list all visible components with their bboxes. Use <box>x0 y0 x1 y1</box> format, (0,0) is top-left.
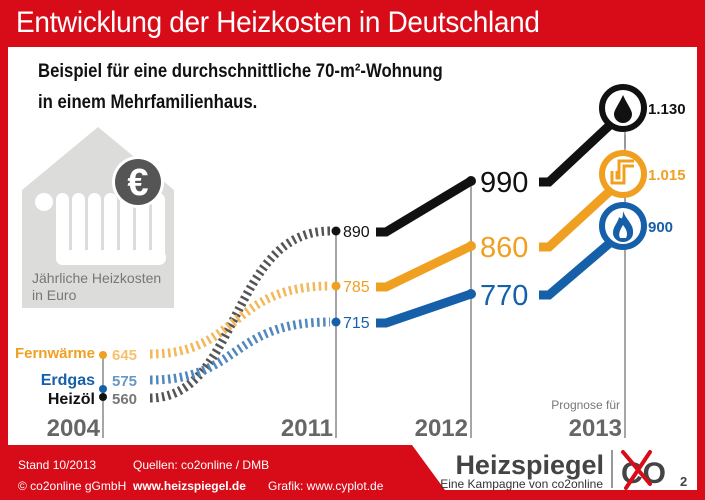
value-label-erdgas-2004: 575 <box>112 373 137 390</box>
subtitle-line-1: Beispiel für eine durchschnittliche 70-m… <box>38 61 443 82</box>
dashed-line-heizoel <box>149 226 331 403</box>
solid-line-heizoel-2012-2013 <box>539 120 615 187</box>
radiator-fin <box>88 193 101 265</box>
solid-line-fernwaerme-2011-2012 <box>376 241 473 292</box>
footer-sources: Quellen: co2online / DMB <box>133 458 270 472</box>
value-label-fernwaerme-2012: 860 <box>480 232 528 264</box>
house-radiator-icon: € Jährliche Heizkosten in Euro <box>22 127 174 308</box>
radiator-knob <box>35 193 53 211</box>
value-label-heizoel-2004: 560 <box>112 391 137 408</box>
year-label-2012: 2012 <box>415 415 468 442</box>
dot-heizoel-2012 <box>466 176 476 186</box>
dot-fernwaerme-2004 <box>99 351 107 359</box>
footer-graphic-credit: Grafik: www.cyplot.de <box>268 479 384 493</box>
value-label-erdgas-2011: 715 <box>343 315 370 332</box>
legend-fernwaerme: Fernwärme <box>15 345 95 362</box>
house-caption-line-2: in Euro <box>32 287 77 303</box>
page-title: Entwicklung der Heizkosten in Deutschlan… <box>16 6 540 39</box>
euro-symbol: € <box>127 162 148 204</box>
value-label-erdgas-2012: 770 <box>480 280 528 312</box>
value-label-heizoel-2013: 1.130 <box>648 101 686 118</box>
dot-heizoel-2011 <box>331 226 341 236</box>
dot-erdgas-2011 <box>331 317 341 327</box>
year-label-2011: 2011 <box>281 415 333 442</box>
logo-heizspiegel: Heizspiegel <box>455 450 604 480</box>
solid-line-erdgas-2011-2012 <box>376 289 473 328</box>
value-label-heizoel-2011: 890 <box>343 224 370 241</box>
legend-heizoel: Heizöl <box>48 391 95 408</box>
radiator-icon <box>35 193 166 265</box>
dashed-line-fernwaerme <box>149 281 331 359</box>
radiator-fin <box>120 193 133 265</box>
pipe-shape <box>610 159 634 185</box>
subtitle-line-2: in einem Mehrfamilienhaus. <box>38 92 258 113</box>
radiator-fin <box>72 193 85 265</box>
co2-cross-icon <box>621 450 652 490</box>
co2-subscript: 2 <box>680 474 687 489</box>
forecast-note: Prognose für <box>551 398 620 412</box>
district-heating-pipe-icon <box>599 150 647 198</box>
radiator-fin <box>136 193 149 265</box>
dot-erdgas-2004 <box>99 385 107 393</box>
logo-tagline: Eine Kampagne von co2online <box>440 477 603 491</box>
radiator-fin <box>104 193 117 265</box>
dot-heizoel-2004 <box>99 393 107 401</box>
dot-fernwaerme-2012 <box>466 241 476 251</box>
legend-erdgas: Erdgas <box>41 372 95 389</box>
dot-erdgas-2012 <box>466 289 476 299</box>
dot-fernwaerme-2011 <box>331 281 341 291</box>
year-label-2004: 2004 <box>47 415 101 442</box>
value-label-fernwaerme-2004: 645 <box>112 347 137 364</box>
radiator-fin <box>56 193 69 265</box>
footer-copyright: © co2online gGmbH <box>18 479 127 493</box>
oil-drop-shape <box>614 95 632 123</box>
solid-line-fernwaerme-2012-2013 <box>539 186 615 252</box>
radiator-fin <box>152 193 165 265</box>
value-label-erdgas-2013: 900 <box>648 219 673 236</box>
radiator-base <box>56 250 166 265</box>
footer-stand: Stand 10/2013 <box>18 458 97 472</box>
flame-shape <box>613 211 634 242</box>
oil-drop-icon <box>599 84 647 132</box>
value-label-heizoel-2012: 990 <box>480 167 528 199</box>
euro-badge-icon: € <box>112 156 164 208</box>
gas-flame-icon <box>599 202 647 250</box>
value-label-fernwaerme-2011: 785 <box>343 279 370 296</box>
footer-website-link[interactable]: www.heizspiegel.de <box>133 479 246 493</box>
solid-line-heizoel-2011-2012 <box>376 177 474 237</box>
house-caption-line-1: Jährliche Heizkosten <box>32 270 161 286</box>
solid-line-erdgas-2012-2013 <box>539 238 614 300</box>
value-label-fernwaerme-2013: 1.015 <box>648 167 686 184</box>
year-label-2013: 2013 <box>569 415 622 442</box>
gas-flame-icon-ring <box>599 202 647 250</box>
